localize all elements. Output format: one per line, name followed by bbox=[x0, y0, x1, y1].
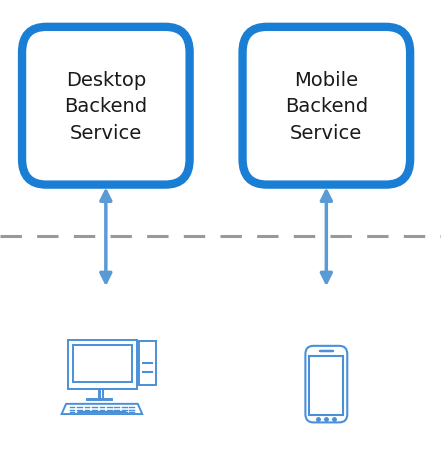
FancyBboxPatch shape bbox=[243, 28, 410, 185]
FancyArrowPatch shape bbox=[321, 192, 331, 283]
Polygon shape bbox=[62, 404, 142, 414]
FancyBboxPatch shape bbox=[310, 356, 343, 415]
FancyBboxPatch shape bbox=[22, 28, 190, 185]
FancyBboxPatch shape bbox=[139, 341, 156, 385]
FancyBboxPatch shape bbox=[68, 341, 137, 389]
FancyArrowPatch shape bbox=[101, 192, 111, 283]
FancyBboxPatch shape bbox=[305, 346, 348, 422]
FancyBboxPatch shape bbox=[73, 345, 132, 382]
Text: Mobile
Backend
Service: Mobile Backend Service bbox=[285, 70, 368, 143]
Text: Desktop
Backend
Service: Desktop Backend Service bbox=[64, 70, 147, 143]
